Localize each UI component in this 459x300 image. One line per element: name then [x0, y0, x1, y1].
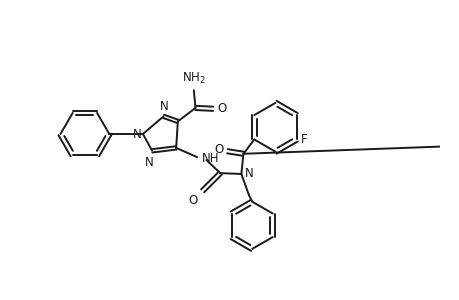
- Text: NH$_2$: NH$_2$: [181, 70, 205, 86]
- Text: N: N: [160, 100, 168, 113]
- Text: O: O: [217, 102, 226, 115]
- Text: NH: NH: [201, 152, 218, 165]
- Text: N: N: [132, 128, 141, 140]
- Text: N: N: [245, 167, 253, 180]
- Text: F: F: [300, 133, 307, 146]
- Text: N: N: [144, 156, 153, 169]
- Text: O: O: [188, 194, 197, 207]
- Text: O: O: [213, 143, 223, 156]
